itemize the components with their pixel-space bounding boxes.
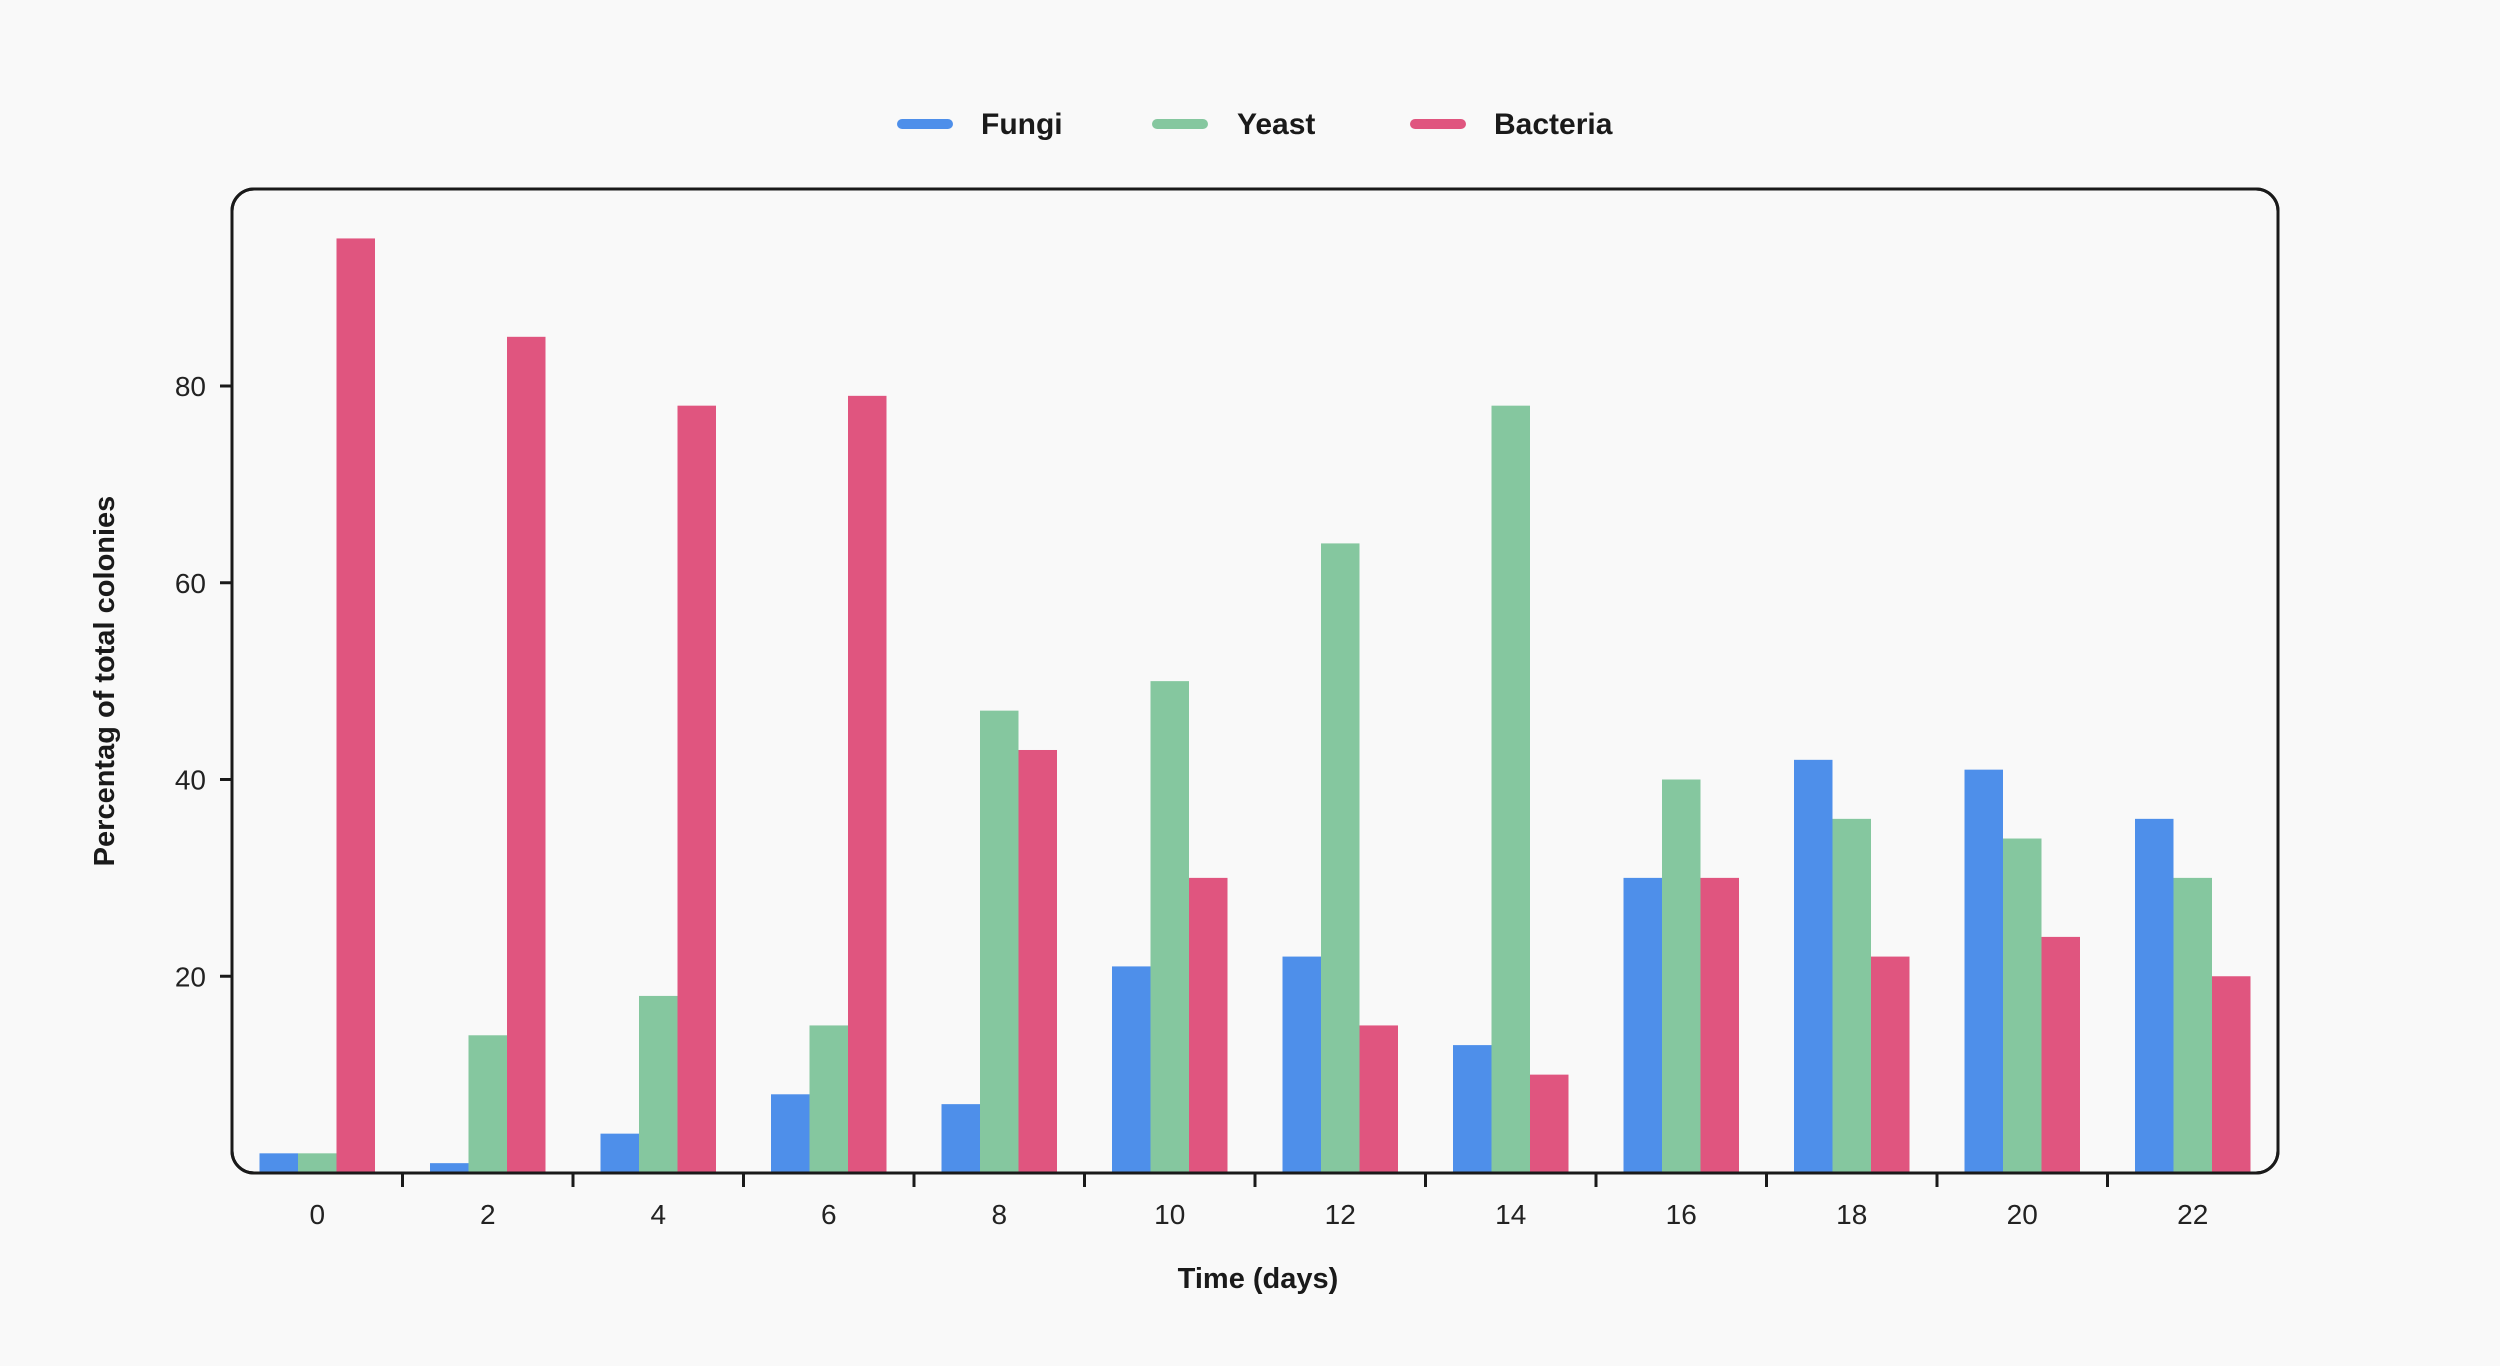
bar-yeast-0 <box>298 1153 337 1173</box>
legend: Fungi Yeast Bacteria <box>897 108 1613 141</box>
x-tick-label-22: 22 <box>2177 1199 2208 1230</box>
bar-yeast-22 <box>2173 877 2212 1174</box>
bar-fungi-8 <box>941 1104 980 1173</box>
bar-fungi-18 <box>1794 759 1833 1173</box>
x-tick-label-12: 12 <box>1325 1199 1356 1230</box>
legend-label-bacteria: Bacteria <box>1494 108 1613 141</box>
bar-fungi-12 <box>1282 956 1321 1173</box>
bar-bacteria-6 <box>848 395 887 1174</box>
legend-label-yeast: Yeast <box>1237 108 1315 141</box>
y-tick-label-40: 40 <box>175 765 206 796</box>
bar-fungi-2 <box>430 1163 469 1173</box>
x-tick-label-10: 10 <box>1154 1199 1185 1230</box>
bar-fungi-22 <box>2135 818 2174 1173</box>
bar-fungi-0 <box>259 1153 298 1173</box>
bar-bacteria-8 <box>1018 749 1057 1173</box>
bar-bacteria-12 <box>1359 1025 1398 1173</box>
x-tick-label-8: 8 <box>991 1199 1007 1230</box>
bar-bacteria-14 <box>1530 1074 1569 1174</box>
bar-bacteria-2 <box>507 336 546 1173</box>
bar-bacteria-18 <box>1871 956 1910 1173</box>
bar-fungi-4 <box>600 1133 639 1173</box>
y-tick-label-80: 80 <box>175 371 206 402</box>
x-tick-label-16: 16 <box>1666 1199 1697 1230</box>
bar-fungi-10 <box>1112 966 1151 1173</box>
bar-bacteria-22 <box>2212 976 2251 1173</box>
bars <box>259 238 2251 1174</box>
bar-bacteria-10 <box>1189 877 1228 1174</box>
bar-yeast-16 <box>1662 779 1701 1173</box>
x-tick-label-18: 18 <box>1836 1199 1867 1230</box>
bar-bacteria-16 <box>1700 877 1739 1174</box>
bar-bacteria-20 <box>2041 936 2080 1173</box>
y-axis-title: Percentag of total colonies <box>89 496 121 867</box>
bar-yeast-2 <box>468 1035 507 1173</box>
y-tick-label-20: 20 <box>175 961 206 992</box>
x-axis-title: Time (days) <box>1178 1263 1339 1295</box>
bar-yeast-6 <box>809 1025 848 1173</box>
bar-yeast-14 <box>1491 405 1530 1173</box>
bar-yeast-12 <box>1321 543 1360 1173</box>
y-tick-label-60: 60 <box>175 568 206 599</box>
bar-bacteria-0 <box>336 238 375 1173</box>
y-axis: 20 40 60 80 <box>175 371 232 992</box>
bar-fungi-6 <box>771 1094 810 1173</box>
bar-fungi-14 <box>1453 1045 1492 1173</box>
bar-fungi-20 <box>1964 769 2003 1173</box>
x-axis: 0 2 4 6 8 10 12 14 16 18 20 22 <box>309 1173 2208 1230</box>
x-tick-label-4: 4 <box>650 1199 666 1230</box>
bar-yeast-20 <box>2003 838 2042 1173</box>
x-tick-label-20: 20 <box>2007 1199 2038 1230</box>
bar-bacteria-4 <box>677 405 716 1173</box>
x-tick-label-2: 2 <box>480 1199 496 1230</box>
bar-yeast-10 <box>1150 681 1189 1174</box>
legend-label-fungi: Fungi <box>981 108 1063 141</box>
bar-yeast-18 <box>1832 818 1871 1173</box>
bar-yeast-8 <box>980 710 1019 1173</box>
x-tick-label-14: 14 <box>1495 1199 1526 1230</box>
x-tick-label-6: 6 <box>821 1199 837 1230</box>
bar-yeast-4 <box>639 995 678 1173</box>
bar-fungi-16 <box>1623 877 1662 1174</box>
x-tick-label-0: 0 <box>309 1199 325 1230</box>
